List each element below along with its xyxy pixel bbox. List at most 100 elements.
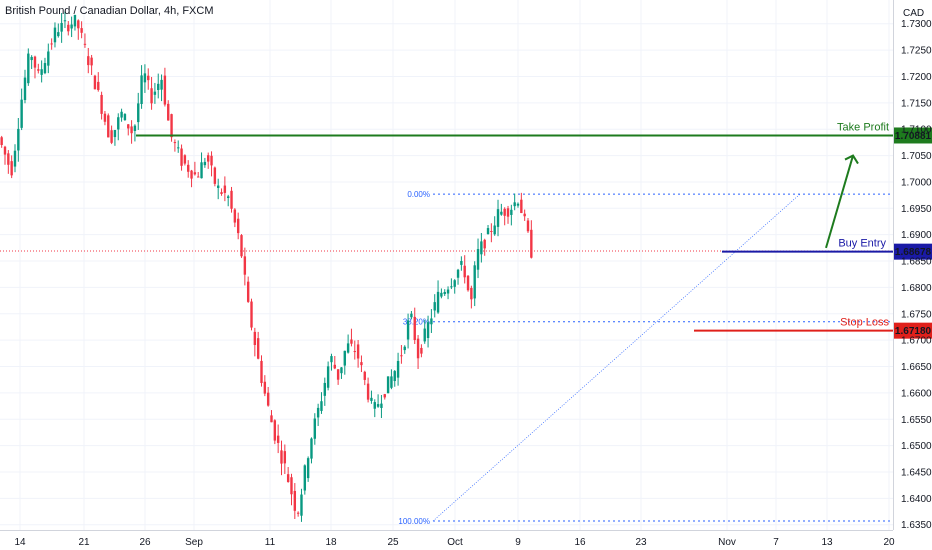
y-tick-label: 1.71000 (901, 125, 932, 136)
candle-body (233, 209, 237, 223)
candle-body (300, 494, 303, 516)
candle-body (100, 94, 103, 114)
candle-body (370, 397, 373, 401)
candle-body (190, 170, 193, 179)
candle-body (157, 83, 160, 91)
buy-entry-label: Buy Entry (838, 238, 886, 250)
candle-body (436, 291, 440, 313)
y-tick-label: 1.70000 (901, 177, 932, 188)
candle-body (430, 318, 433, 325)
candle-body (326, 366, 330, 388)
candle-body (210, 155, 213, 166)
candle-body (273, 420, 277, 441)
projection-arrow[interactable] (825, 155, 854, 249)
y-tick-label: 1.69000 (901, 230, 932, 241)
fib-trendline[interactable] (432, 193, 801, 522)
candle-body (200, 162, 203, 179)
y-tick-label: 1.69500 (901, 204, 932, 215)
candle-body (420, 347, 423, 354)
candle-body (60, 22, 63, 32)
candle-body (180, 148, 183, 166)
candle-body (293, 490, 297, 511)
y-tick-label: 1.72000 (901, 72, 932, 83)
currency-label: CAD (903, 8, 924, 19)
candle-body (143, 73, 147, 83)
candle-body (160, 79, 163, 90)
candle-body (350, 339, 353, 344)
candle-body (150, 88, 153, 104)
candle-body (30, 56, 33, 61)
candle-body (140, 75, 143, 105)
candle-body (446, 289, 450, 294)
candle-body (523, 213, 526, 217)
candle-body (80, 28, 83, 33)
x-tick-label: 13 (821, 537, 833, 548)
candle-body (490, 230, 493, 232)
x-tick-label: 23 (635, 537, 647, 548)
stop-loss-price-text: 1.67180 (895, 326, 932, 337)
candle-body (40, 69, 43, 75)
y-tick-label: 1.70500 (901, 151, 932, 162)
candle-body (193, 172, 197, 175)
candle-body (413, 316, 416, 341)
candle-body (463, 265, 466, 278)
candle-body (323, 382, 326, 396)
candle-body (83, 43, 87, 45)
candle-body (153, 91, 157, 95)
x-tick-label: 11 (265, 537, 276, 548)
fib-level-label: 38.20% (403, 318, 430, 327)
candle-body (177, 147, 180, 149)
candle-body (346, 343, 350, 353)
candle-body (87, 56, 90, 66)
candle-body (130, 126, 133, 134)
y-tick-label: 1.64500 (901, 467, 932, 478)
candle-body (90, 57, 93, 66)
candle-body (133, 125, 137, 131)
take-profit-price-text: 1.70881 (895, 131, 932, 142)
candle-body (500, 211, 503, 215)
candle-body (470, 287, 473, 300)
trade-levels[interactable]: Take Profit 1.70881 Buy Entry 1.68678 Stop L… (136, 121, 932, 339)
candle-body (476, 249, 480, 270)
candle-body (256, 338, 260, 359)
candle-body (203, 161, 207, 166)
x-tick-label: 18 (325, 537, 337, 548)
fib-level-label: 100.00% (398, 517, 430, 526)
candle-body (17, 128, 20, 151)
candle-body (33, 56, 37, 68)
candle-body (383, 394, 386, 398)
fibonacci-retracement[interactable]: 0.00% 38.20% 100.00% (398, 190, 893, 526)
stop-loss-price-tag (894, 322, 932, 339)
candle-body (43, 63, 47, 74)
fib-level-label: 0.00% (407, 190, 430, 199)
candle-body (406, 320, 410, 340)
candle-body (450, 286, 453, 288)
candle-body (276, 435, 280, 443)
y-tick-label: 1.68000 (901, 283, 932, 294)
x-tick-label: 9 (515, 537, 521, 548)
candle-body (10, 161, 13, 176)
candle-body (117, 117, 120, 130)
candle-body (433, 302, 436, 311)
candle-body (513, 202, 516, 207)
candle-body (310, 438, 313, 459)
candle-body (73, 14, 77, 27)
candle-body (296, 512, 300, 514)
candle-body (320, 401, 323, 411)
candle-body (107, 115, 110, 138)
candle-body (207, 155, 210, 162)
candle-body (53, 27, 57, 43)
y-tick-label: 1.72500 (901, 46, 932, 57)
candle-body (123, 114, 127, 121)
grid (0, 0, 893, 530)
candle-body (506, 208, 510, 217)
candle-body (137, 103, 140, 123)
candle-body (423, 328, 426, 342)
candle-body (520, 199, 523, 214)
candle-body (336, 369, 340, 380)
y-tick-label: 1.64000 (901, 494, 932, 505)
candle-body (440, 292, 443, 297)
